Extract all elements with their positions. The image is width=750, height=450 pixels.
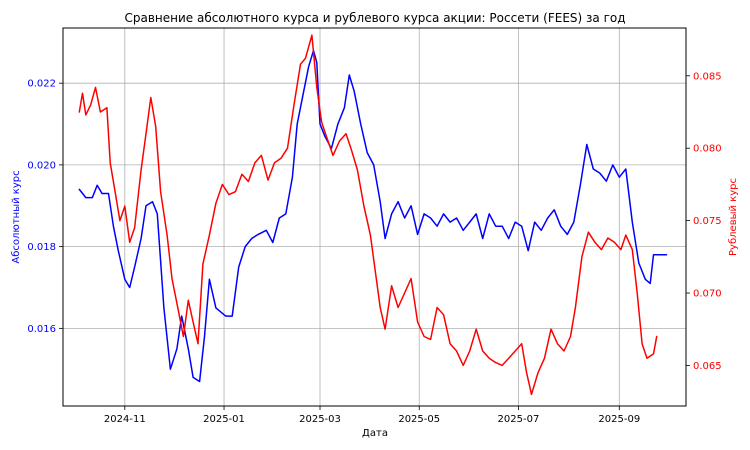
right-axis-ticks: 0.065 0.070 0.075 0.080 0.085 — [686, 71, 722, 372]
left-tick-label: 0.020 — [27, 160, 56, 171]
x-tick-label: 2025-05 — [398, 414, 440, 425]
grid — [63, 28, 686, 406]
right-tick-label: 0.070 — [693, 289, 722, 300]
x-axis-ticks: 2024-11 2025-01 2025-03 2025-05 2025-07 2025-… — [104, 406, 640, 425]
left-tick-label: 0.016 — [27, 324, 56, 335]
x-tick-label: 2025-07 — [498, 414, 540, 425]
x-tick-label: 2025-01 — [203, 414, 245, 425]
x-tick-label: 2025-09 — [598, 414, 640, 425]
right-tick-label: 0.075 — [693, 216, 722, 227]
right-tick-label: 0.085 — [693, 71, 722, 82]
x-axis-label: Дата — [362, 428, 388, 439]
chart-title: Сравнение абсолютного курса и рублевого … — [124, 11, 625, 25]
right-tick-label: 0.065 — [693, 361, 722, 372]
left-axis-ticks: 0.016 0.018 0.020 0.022 — [27, 79, 63, 335]
left-tick-label: 0.022 — [27, 79, 56, 90]
x-tick-label: 2025-03 — [299, 414, 341, 425]
series-line-ruble — [78, 34, 658, 396]
right-axis-label: Рублевый курс — [728, 178, 739, 256]
series-line-absolute — [78, 49, 668, 383]
series-lines — [78, 34, 668, 396]
left-tick-label: 0.018 — [27, 242, 56, 253]
right-tick-label: 0.080 — [693, 144, 722, 155]
plot-frame — [62, 27, 687, 407]
x-tick-label: 2024-11 — [104, 414, 146, 425]
left-axis-label: Абсолютный курс — [11, 170, 22, 263]
